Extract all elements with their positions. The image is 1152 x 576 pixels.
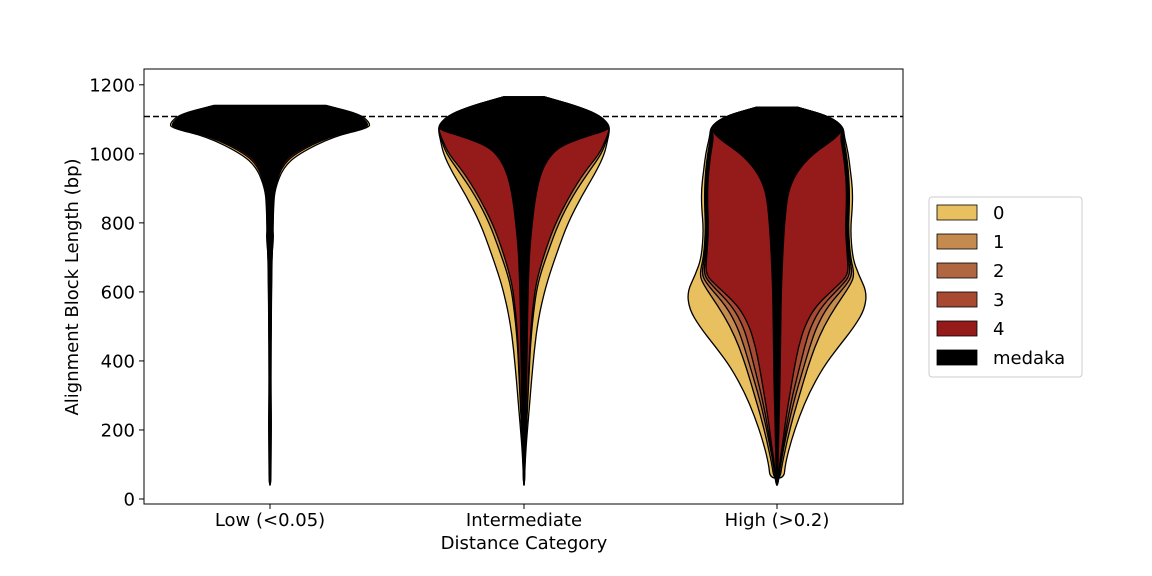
violins-group — [169, 96, 867, 486]
y-tick-label: 800 — [101, 213, 135, 234]
legend-label-0: 0 — [993, 203, 1004, 224]
x-tick-label: Low (<0.05) — [215, 510, 325, 531]
x-axis: Low (<0.05) Intermediate High (>0.2) — [215, 504, 830, 531]
legend-swatch-4 — [936, 320, 978, 337]
legend-swatch-3 — [936, 291, 978, 308]
legend-label-medaka: medaka — [993, 348, 1065, 369]
violin-0 — [169, 104, 371, 486]
y-tick-label: 1000 — [89, 144, 135, 165]
violin-2-series-medaka — [711, 106, 843, 486]
legend-label-1: 1 — [993, 232, 1004, 253]
y-axis-label: Alignment Block Length (bp) — [62, 158, 83, 415]
y-tick-label: 0 — [124, 490, 135, 511]
violin-2 — [687, 106, 867, 486]
x-tick-label: Intermediate — [466, 510, 582, 531]
y-tick-label: 400 — [101, 351, 135, 372]
legend: 0 1 2 3 4 medaka — [928, 196, 1083, 378]
legend-swatch-1 — [936, 233, 978, 250]
legend-label-2: 2 — [993, 261, 1004, 282]
legend-swatch-0 — [936, 204, 978, 221]
violin-1 — [438, 96, 610, 486]
violin-1-series-medaka — [438, 96, 610, 486]
x-axis-label: Distance Category — [441, 533, 608, 554]
legend-label-3: 3 — [993, 290, 1004, 311]
violin-0-series-medaka — [172, 104, 368, 486]
legend-swatch-medaka — [936, 349, 978, 366]
y-tick-label: 600 — [101, 282, 135, 303]
y-tick-label: 200 — [101, 420, 135, 441]
legend-swatch-2 — [936, 262, 978, 279]
x-tick-label: High (>0.2) — [725, 510, 830, 531]
y-axis: 0 200 400 600 800 1000 1200 — [89, 75, 144, 511]
y-tick-label: 1200 — [89, 75, 135, 96]
legend-label-4: 4 — [993, 319, 1004, 340]
